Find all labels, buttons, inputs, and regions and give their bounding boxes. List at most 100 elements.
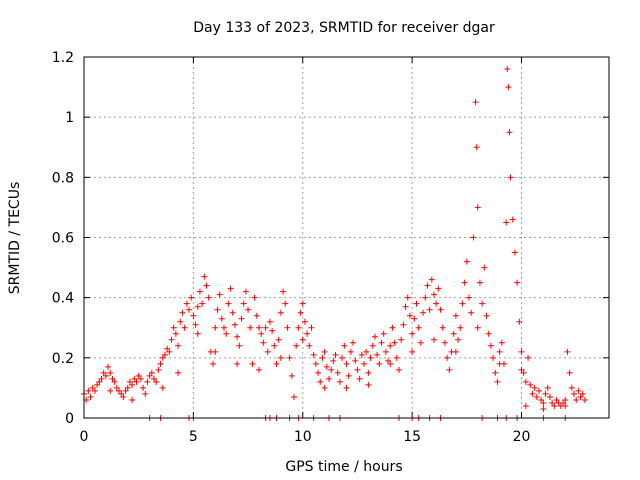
data-point [312,360,319,367]
data-point [385,357,392,364]
data-point [216,291,223,298]
data-point [431,291,437,298]
data-point [406,312,413,319]
data-point [210,360,217,367]
data-point [129,396,136,403]
data-point [183,300,190,307]
data-point [400,321,407,328]
data-point [507,174,514,181]
data-point [402,303,409,310]
data-point [153,378,160,385]
data-point [100,369,107,376]
data-point [256,366,262,373]
axis-ticks: 0 0.2 0.4 0.6 0.8 1 1.2 0 5 10 15 20 [52,50,609,445]
data-point [345,372,352,379]
data-point [129,381,136,388]
data-point [256,324,262,331]
data-point [354,366,361,373]
data-point [227,285,234,292]
data-point [91,387,98,394]
data-point [474,324,481,331]
x-axis-label: GPS time / hours [285,459,402,475]
data-point [393,354,400,361]
data-point [161,351,168,358]
data-point [194,330,201,337]
data-point [133,378,140,385]
data-point [192,321,199,328]
data-point [122,387,129,394]
data-point [264,348,271,355]
data-point [159,354,166,361]
data-point [472,99,479,106]
data-point [525,354,532,361]
data-point [205,294,212,301]
data-point [356,375,363,382]
data-point [186,306,192,313]
data-point [487,342,494,349]
data-point [131,375,138,382]
data-point [367,354,374,361]
data-point [511,249,518,256]
data-point [363,348,370,355]
data-point [275,336,282,343]
data-point [398,336,405,343]
data-point [109,375,116,382]
data-point [319,354,326,361]
data-point [214,306,221,313]
data-point [474,204,481,211]
data-point [551,402,558,409]
data-point [253,312,260,319]
data-point [229,309,236,316]
data-point [170,324,177,331]
data-point [245,306,252,313]
data-point [336,378,343,385]
data-point [321,384,328,391]
x-tick-label: 0 [80,429,89,445]
data-point [347,348,354,355]
data-point [277,309,284,316]
y-axis-label: SRMTID / TECUs [7,182,23,295]
data-point [111,378,118,385]
data-point [415,324,422,331]
data-point [240,300,247,307]
data-point [218,315,225,322]
data-point [105,363,112,370]
data-point [137,375,144,382]
data-point [293,342,300,349]
y-tick-label: 0.4 [52,291,74,307]
data-point [577,393,584,400]
data-point [369,342,376,349]
data-point [201,273,208,280]
data-point [172,330,179,337]
data-point [140,384,147,391]
data-point [505,84,512,91]
data-point [98,375,105,382]
data-point [389,324,396,331]
data-point [315,369,322,376]
data-point [332,351,339,358]
data-point [306,342,313,349]
data-point [435,285,442,292]
data-point [365,369,372,376]
data-point [422,294,429,301]
data-point [212,348,219,355]
data-point [560,399,567,406]
data-point [361,360,367,367]
data-point [540,405,547,412]
data-point [247,324,254,331]
data-point [234,333,241,340]
data-point [343,360,350,367]
data-point [113,384,120,391]
x-tick-label: 5 [189,429,198,445]
data-point [470,234,477,241]
data-point [350,339,357,346]
data-point [251,294,258,301]
y-tick-label: 0.6 [52,231,74,247]
data-point [175,342,182,349]
data-point [518,348,525,355]
data-point [420,309,427,316]
data-point [542,390,549,397]
data-point [326,375,332,382]
data-points [81,66,588,421]
data-point [188,294,195,301]
